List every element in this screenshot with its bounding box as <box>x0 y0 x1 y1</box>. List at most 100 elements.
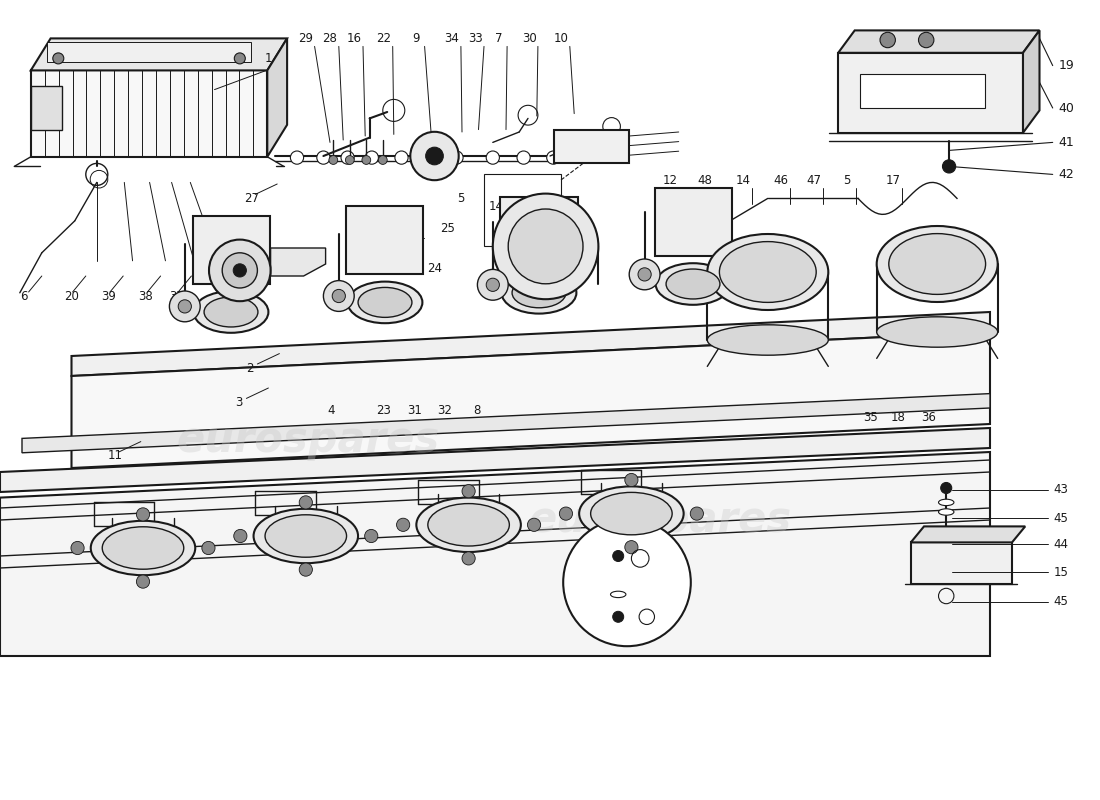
Circle shape <box>625 541 638 554</box>
Text: eurospares: eurospares <box>176 419 440 461</box>
Text: 15: 15 <box>1054 566 1069 578</box>
Circle shape <box>395 151 408 164</box>
Text: 29: 29 <box>298 32 314 45</box>
Ellipse shape <box>194 291 268 333</box>
Text: 37: 37 <box>169 290 185 302</box>
Text: 10: 10 <box>553 32 569 45</box>
Text: 40: 40 <box>1058 102 1074 114</box>
Ellipse shape <box>502 272 576 314</box>
Polygon shape <box>72 332 990 468</box>
Bar <box>911 542 1012 584</box>
Text: 51: 51 <box>610 605 624 614</box>
Circle shape <box>136 575 150 588</box>
Text: 35: 35 <box>864 411 878 424</box>
Text: 5: 5 <box>458 192 465 205</box>
Text: 39: 39 <box>101 290 117 302</box>
Polygon shape <box>1023 30 1040 133</box>
Circle shape <box>880 32 895 48</box>
Ellipse shape <box>579 486 683 541</box>
Text: 47: 47 <box>806 174 822 186</box>
Circle shape <box>486 151 499 164</box>
Ellipse shape <box>102 526 184 570</box>
Circle shape <box>629 259 660 290</box>
Text: 4: 4 <box>328 404 336 417</box>
Circle shape <box>547 151 560 164</box>
Bar <box>484 174 561 246</box>
Circle shape <box>299 563 312 576</box>
Text: 19: 19 <box>1058 59 1074 72</box>
Circle shape <box>345 155 354 164</box>
Circle shape <box>462 485 475 498</box>
Polygon shape <box>838 30 1040 53</box>
Circle shape <box>691 507 704 520</box>
Ellipse shape <box>938 499 954 506</box>
Text: 1: 1 <box>265 52 272 65</box>
Polygon shape <box>22 394 990 453</box>
Ellipse shape <box>265 514 346 558</box>
Text: 45: 45 <box>1054 512 1069 525</box>
Bar <box>192 216 270 284</box>
Circle shape <box>940 482 952 494</box>
Circle shape <box>378 155 387 164</box>
Text: 49: 49 <box>629 541 642 550</box>
Text: 21: 21 <box>224 264 240 277</box>
Ellipse shape <box>707 325 828 355</box>
Circle shape <box>563 518 691 646</box>
Ellipse shape <box>610 591 626 598</box>
Bar <box>346 206 424 274</box>
Text: eurospares: eurospares <box>528 499 792 541</box>
Circle shape <box>638 268 651 281</box>
Text: 33: 33 <box>468 32 483 45</box>
Text: 7: 7 <box>495 32 502 45</box>
Text: 22: 22 <box>376 32 392 45</box>
Bar <box>500 197 578 265</box>
Circle shape <box>222 253 257 288</box>
Circle shape <box>493 194 598 299</box>
Circle shape <box>477 270 508 300</box>
Circle shape <box>299 496 312 509</box>
Text: 9: 9 <box>412 32 419 45</box>
Text: 28: 28 <box>322 32 338 45</box>
Text: 17: 17 <box>886 174 901 186</box>
Bar <box>47 42 251 62</box>
Circle shape <box>234 53 245 64</box>
Text: 45: 45 <box>1054 595 1069 608</box>
Text: 25: 25 <box>440 222 455 234</box>
Text: 32: 32 <box>437 404 452 417</box>
Text: 6: 6 <box>20 290 28 302</box>
Ellipse shape <box>719 242 816 302</box>
Text: 16: 16 <box>346 32 362 45</box>
Circle shape <box>450 151 463 164</box>
Text: 50: 50 <box>592 597 605 606</box>
Polygon shape <box>0 428 990 492</box>
Polygon shape <box>31 38 287 70</box>
Text: 24: 24 <box>427 262 442 274</box>
Text: 13: 13 <box>235 320 251 333</box>
Ellipse shape <box>591 492 672 535</box>
Text: 8: 8 <box>473 404 481 417</box>
Circle shape <box>329 155 338 164</box>
Circle shape <box>625 474 638 486</box>
Text: 2: 2 <box>246 362 254 374</box>
Circle shape <box>323 281 354 311</box>
Polygon shape <box>0 452 990 656</box>
Bar <box>838 53 1023 133</box>
Circle shape <box>527 518 541 531</box>
Circle shape <box>943 160 956 173</box>
Circle shape <box>178 300 191 313</box>
Text: 43: 43 <box>1054 483 1069 496</box>
Bar <box>860 74 984 108</box>
Circle shape <box>169 291 200 322</box>
Circle shape <box>209 240 271 302</box>
Text: 14: 14 <box>488 200 504 213</box>
Circle shape <box>234 530 248 542</box>
Ellipse shape <box>877 226 998 302</box>
Ellipse shape <box>253 509 359 563</box>
Circle shape <box>365 151 378 164</box>
Ellipse shape <box>877 317 998 347</box>
Ellipse shape <box>889 234 986 294</box>
Circle shape <box>462 552 475 565</box>
Ellipse shape <box>656 263 730 305</box>
Circle shape <box>362 155 371 164</box>
Circle shape <box>918 32 934 48</box>
